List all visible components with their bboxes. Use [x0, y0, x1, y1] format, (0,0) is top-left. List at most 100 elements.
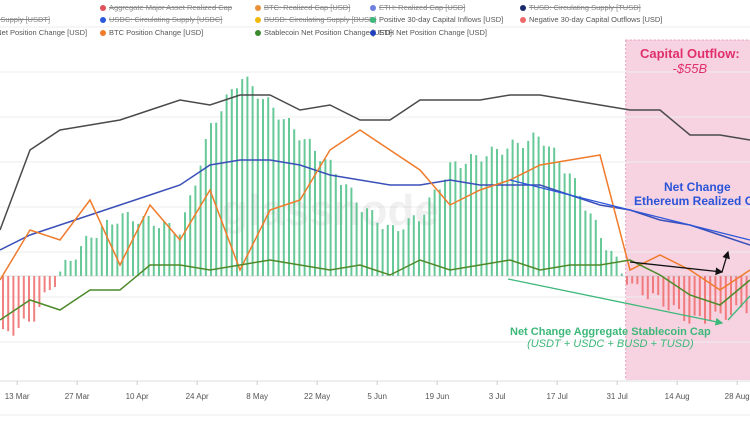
x-tick-label: 28 Aug: [725, 392, 750, 401]
capital-flow-bar: [714, 276, 717, 312]
capital-flow-bar: [277, 119, 280, 276]
capital-flow-bar: [116, 223, 119, 276]
capital-flow-bar: [574, 178, 576, 276]
legend-item[interactable]: Positive 30-day Capital Inflows [USD]: [370, 15, 503, 24]
legend-label: ng Supply [USDT]: [0, 15, 51, 24]
capital-flow-bar: [355, 202, 358, 276]
outflow-annotation: Capital Outflow: -$55B: [640, 46, 740, 76]
capital-flow-bar: [433, 189, 436, 276]
capital-flow-bar: [298, 140, 301, 276]
series-line: [0, 94, 750, 231]
x-tick-label: 19 Jun: [425, 392, 449, 401]
capital-flow-bar: [688, 276, 691, 324]
eth-trend-arrow: [509, 179, 750, 241]
legend-item[interactable]: ng Supply [USDT]: [0, 15, 50, 24]
capital-flow-bar: [173, 233, 176, 276]
legend-item[interactable]: ETH Net Position Change [USD]: [370, 28, 487, 37]
capital-flow-bar: [100, 226, 103, 276]
legend-item[interactable]: TUSD: Circulating Supply [TUSD]: [520, 3, 641, 12]
capital-flow-bar: [267, 97, 270, 276]
capital-flow-bar: [657, 276, 660, 296]
capital-flow-bar: [251, 86, 254, 276]
capital-flow-bar: [620, 273, 623, 276]
stablecoin-annotation: Net Change Aggregate Stablecoin Cap (USD…: [510, 326, 711, 350]
capital-flow-bar: [59, 271, 62, 276]
capital-flow-bar: [147, 215, 150, 276]
x-tick-label: 8 May: [246, 392, 268, 401]
legend-label: USDC: Circulating Supply [USDC]: [109, 15, 223, 24]
capital-flow-bar: [80, 246, 82, 276]
x-tick-label: 27 Mar: [65, 392, 90, 401]
capital-flow-bar: [470, 153, 472, 276]
capital-flow-bar: [106, 219, 108, 276]
capital-flow-bar: [194, 185, 197, 276]
capital-flow-bar: [428, 197, 431, 276]
capital-flow-bar: [724, 276, 727, 320]
capital-flow-bar: [683, 276, 686, 322]
legend-item[interactable]: Stablecoin Net Position Change [USD]: [255, 28, 392, 37]
capital-flow-bar: [418, 221, 420, 276]
capital-flow-bar: [402, 229, 405, 276]
capital-flow-bar: [126, 212, 129, 276]
capital-flow-bar: [121, 213, 124, 276]
legend-swatch: [100, 16, 106, 23]
capital-flow-bar: [464, 163, 467, 276]
capital-flow-bar: [163, 221, 166, 276]
legend-swatch: [370, 16, 376, 23]
capital-flow-bar: [522, 147, 524, 276]
capital-flow-bar: [646, 276, 649, 300]
capital-flow-bar: [568, 173, 571, 276]
capital-flow-bar: [615, 256, 618, 276]
capital-flow-bar: [168, 222, 171, 276]
capital-flow-bar: [54, 276, 56, 287]
legend-item[interactable]: ETH: Realized Cap [USD]: [370, 3, 465, 12]
capital-flow-bar: [158, 228, 160, 276]
legend-label: Negative 30-day Capital Outflows [USD]: [529, 15, 663, 24]
capital-flow-bar: [542, 145, 545, 276]
capital-flow-bar: [184, 212, 186, 276]
legend-item[interactable]: USDC: Circulating Supply [USDC]: [100, 15, 222, 24]
capital-flow-bar: [43, 276, 46, 293]
capital-flow-bar: [745, 276, 748, 314]
legend-swatch: [255, 4, 261, 11]
capital-flow-bar: [137, 223, 140, 276]
stablecoin-trend-arrow-right: [727, 295, 750, 321]
capital-flow-bar: [371, 210, 374, 276]
capital-flow-bar: [241, 79, 244, 276]
capital-flow-bar: [152, 225, 155, 276]
x-tick-label: 24 Apr: [186, 392, 209, 401]
capital-flow-bar: [225, 94, 228, 276]
capital-flow-bar: [392, 225, 394, 276]
legend-item[interactable]: Negative 30-day Capital Outflows [USD]: [520, 15, 662, 24]
capital-flow-bar: [423, 214, 426, 276]
capital-flow-bar: [667, 276, 670, 311]
capital-flow-bar: [485, 156, 488, 276]
eth-annotation: Net Change Ethereum Realized Cap: [634, 180, 750, 208]
legend-label: Stablecoin Net Position Change [USD]: [264, 28, 392, 37]
capital-flow-bar: [95, 237, 98, 276]
legend-item[interactable]: BTC Position Change [USD]: [100, 28, 203, 37]
legend-label: e Net Position Change [USD]: [0, 28, 88, 37]
capital-flow-bar: [444, 179, 446, 276]
capital-flow-bar: [600, 238, 602, 276]
capital-flow-bar: [366, 208, 368, 276]
outflow-title: Capital Outflow:: [640, 46, 740, 61]
legend-item[interactable]: Aggregate Major Asset Realized Cap: [100, 3, 232, 12]
capital-flow-bar: [319, 161, 322, 276]
capital-flow-bar: [288, 118, 290, 276]
capital-flow-bar: [308, 138, 311, 276]
capital-flow-bar: [594, 219, 597, 276]
legend-item[interactable]: BUSD: Circulating Supply [BUSD]: [255, 15, 377, 24]
capital-flow-bar: [496, 148, 498, 276]
capital-flow-bar: [516, 142, 519, 276]
legend-item[interactable]: e Net Position Change [USD]: [0, 28, 87, 37]
capital-flow-bar: [256, 98, 259, 276]
capital-flow-bar: [350, 187, 353, 276]
black-arrow: [629, 261, 724, 276]
legend-item[interactable]: BTC: Realized Cap [USD]: [255, 3, 350, 12]
legend-swatch: [100, 29, 106, 36]
outflow-region: [625, 40, 750, 380]
capital-flow-bar: [33, 276, 36, 322]
legend-label: TUSD: Circulating Supply [TUSD]: [529, 3, 641, 12]
